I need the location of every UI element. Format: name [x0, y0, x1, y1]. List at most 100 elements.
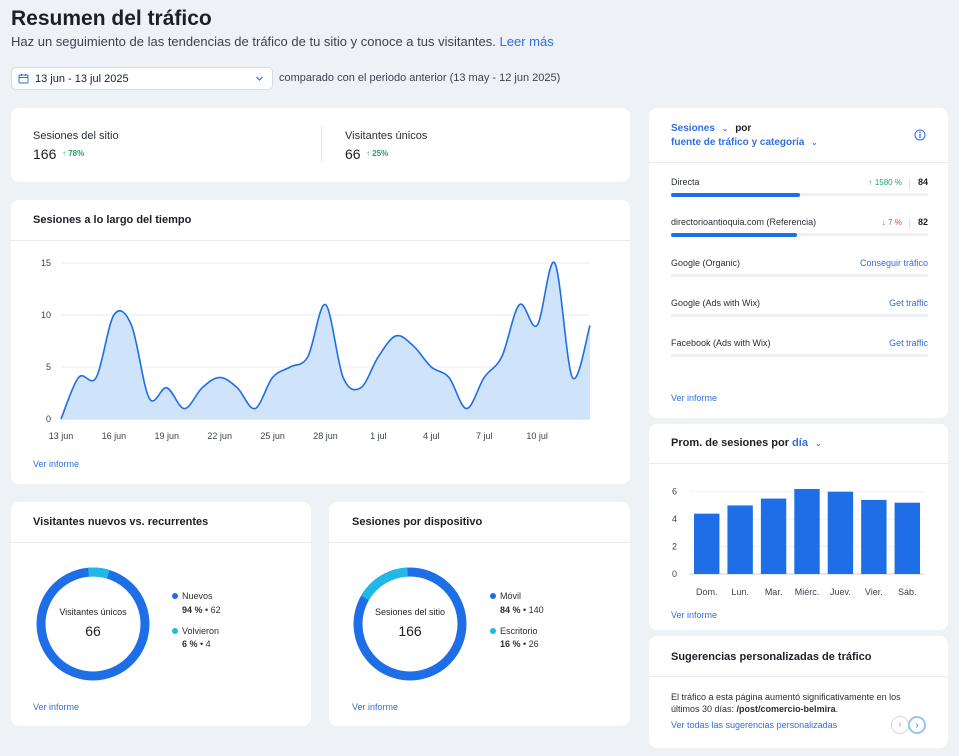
legend-count: 140 — [528, 605, 544, 615]
visitors-label: Visitantes únicos — [345, 130, 428, 142]
y-tick-label: 0 — [672, 569, 677, 579]
area-fill — [61, 262, 590, 419]
legend-name-desktop: Escritorio — [500, 626, 538, 636]
new-vs-returning-card: Visitantes nuevos vs. recurrentes Visita… — [11, 502, 311, 726]
suggestion-text: El tráfico a esta página aumentó signifi… — [671, 692, 901, 714]
x-tick-label: Vier. — [865, 587, 883, 597]
card-divider — [11, 542, 311, 543]
legend-count: 26 — [528, 639, 539, 649]
source-row-referral: directorioantioquia.com (Referencia) ↓ 7… — [671, 217, 928, 237]
visitors-value: 66 — [345, 146, 361, 162]
x-tick-label: Mar. — [765, 587, 783, 597]
source-bar — [671, 193, 800, 197]
bar — [727, 505, 753, 574]
source-name: Google (Ads with Wix) — [671, 298, 761, 308]
card-divider — [649, 162, 948, 163]
chevron-down-icon[interactable]: ⌄ — [721, 124, 729, 133]
x-tick-label: Lun. — [731, 587, 749, 597]
suggestion-body: El tráfico a esta página aumentó signifi… — [671, 692, 901, 714]
x-tick-label: 7 jul — [476, 431, 493, 441]
date-range-picker[interactable]: 13 jun - 13 jul 2025 — [11, 67, 273, 90]
x-tick-label: Miérc. — [795, 587, 820, 597]
legend-value-new: 94 % • 62 — [182, 605, 221, 615]
x-tick-label: Dom. — [696, 587, 718, 597]
get-traffic-link[interactable]: Conseguir tráfico — [859, 258, 928, 268]
bar — [827, 491, 854, 574]
legend-dot-returning — [172, 628, 178, 634]
visitors-change: ↑ 25% — [366, 149, 388, 158]
sessions-report-link[interactable]: Ver informe — [33, 459, 80, 469]
arrow-up-icon: ↑ — [366, 149, 370, 158]
x-tick-label: 28 jun — [313, 431, 338, 441]
chevron-down-icon[interactable]: ⌄ — [811, 138, 818, 147]
bar — [694, 513, 720, 574]
visitors-donut — [36, 567, 150, 681]
chevron-down-icon[interactable]: ⌄ — [815, 439, 822, 448]
device-donut — [353, 567, 467, 681]
next-arrow-icon[interactable]: › — [908, 716, 926, 734]
y-tick-label: 4 — [672, 514, 677, 524]
source-bar-track — [671, 233, 928, 236]
source-row-facebook-ads: Facebook (Ads with Wix) Get traffic — [671, 338, 928, 358]
source-bar — [671, 233, 797, 237]
bar — [760, 498, 787, 574]
y-tick-label: 5 — [46, 362, 51, 372]
legend-pct: 6 % — [182, 639, 198, 649]
x-tick-label: 1 jul — [370, 431, 387, 441]
kpi-divider — [321, 125, 322, 163]
bar — [861, 499, 887, 574]
all-suggestions-link[interactable]: Ver todas las sugerencias personalizadas — [671, 720, 838, 730]
y-tick-label: 0 — [46, 414, 51, 424]
source-row-google-ads: Google (Ads with Wix) Get traffic — [671, 298, 928, 318]
new-vs-returning-report-link[interactable]: Ver informe — [33, 702, 80, 712]
donut-center-value: 66 — [85, 623, 101, 639]
prev-arrow-icon[interactable]: ‹ — [891, 716, 909, 734]
metric-dropdown[interactable]: Sesiones — [671, 123, 715, 134]
donut-main-segment — [353, 567, 467, 681]
sessions-label: Sesiones del sitio — [33, 130, 119, 142]
series-line — [60, 261, 591, 420]
legend-count: 62 — [210, 605, 221, 615]
sessions-change-value: 78% — [68, 149, 85, 158]
legend-pct: 84 % — [500, 605, 521, 615]
card-divider — [649, 676, 948, 677]
suggestion-path: /post/comercio-belmira — [736, 704, 836, 714]
arrow-up-icon: ↑ — [868, 178, 873, 187]
date-range-label: 13 jun - 13 jul 2025 — [35, 73, 129, 85]
sessions-over-time-title: Sesiones a lo largo del tiempo — [33, 214, 192, 226]
suggestions-card: Sugerencias personalizadas de tráfico El… — [649, 636, 948, 748]
learn-more-link[interactable]: Leer más — [499, 34, 554, 49]
source-change: 1580 % — [874, 178, 902, 187]
comparison-text: comparado con el periodo anterior (13 ma… — [279, 72, 561, 84]
info-icon[interactable] — [914, 129, 926, 141]
avg-sessions-card: Prom. de sesiones por día ⌄ 0 2 4 6 Dom. Lun.… — [649, 424, 948, 630]
legend-value-returning: 6 % • 4 — [182, 639, 211, 649]
y-tick-label: 6 — [672, 487, 677, 497]
avg-sessions-title-prefix: Prom. de sesiones por — [671, 437, 789, 449]
donut-center: Sesiones del sitio 166 — [368, 607, 452, 639]
by-device-report-link[interactable]: Ver informe — [352, 702, 399, 712]
period-dropdown[interactable]: día — [792, 437, 808, 449]
avg-sessions-report-link[interactable]: Ver informe — [671, 610, 718, 620]
calendar-icon — [18, 74, 29, 84]
sessions-change: ↑ 78% — [62, 149, 84, 158]
source-name: Facebook (Ads with Wix) — [671, 338, 771, 348]
by-label: por — [735, 123, 752, 134]
sessions-by-device-title: Sesiones por dispositivo — [352, 516, 483, 528]
source-row-google-organic: Google (Organic) Conseguir tráfico — [671, 258, 928, 278]
stat-divider — [909, 217, 911, 228]
donut-center-label: Visitantes únicos — [59, 607, 127, 617]
get-traffic-link[interactable]: Get traffic — [889, 298, 928, 308]
card-divider — [329, 542, 630, 543]
x-tick-label: 22 jun — [207, 431, 232, 441]
arrow-up-icon: ↑ — [62, 149, 66, 158]
traffic-sources-report-link[interactable]: Ver informe — [671, 393, 718, 403]
legend-value-mobile: 84 % • 140 — [500, 605, 544, 615]
x-tick-label: 25 jun — [260, 431, 285, 441]
get-traffic-link[interactable]: Get traffic — [889, 338, 928, 348]
bar — [894, 502, 920, 574]
card-divider — [649, 463, 948, 464]
x-tick-label: 19 jun — [155, 431, 180, 441]
dimension-dropdown[interactable]: fuente de tráfico y categoría — [671, 137, 805, 148]
sessions-area-chart: 0 5 10 15 13 jun 16 jun 19 jun 22 jun 25 jun 28 j… — [41, 258, 591, 441]
